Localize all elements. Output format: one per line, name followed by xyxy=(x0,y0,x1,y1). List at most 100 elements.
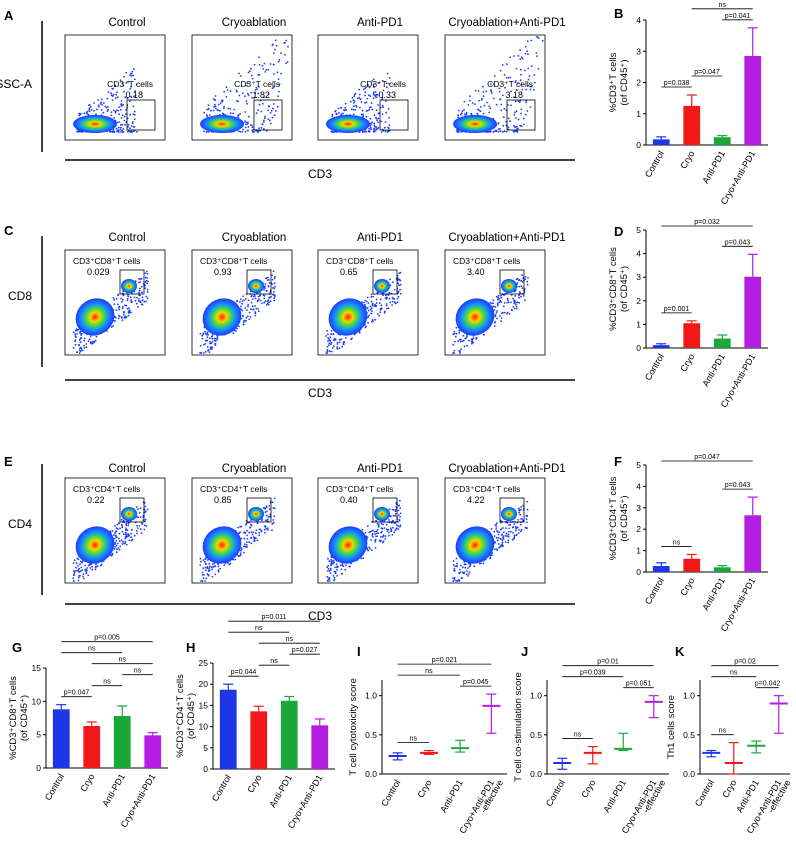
y-axis-label-line2: (of CD45⁺) xyxy=(186,693,197,739)
flow-event-dot xyxy=(377,104,379,106)
y-tick-label: 25 xyxy=(199,658,209,668)
flow-event-dot xyxy=(107,106,109,108)
y-tick-label: 0.5 xyxy=(530,730,542,740)
flow-event-dot xyxy=(271,44,274,47)
flow-event-dot xyxy=(271,116,274,119)
flow-event-dot xyxy=(287,45,289,48)
significance-label: p=0.005 xyxy=(94,635,120,642)
bar xyxy=(713,338,731,348)
gate-label: CD3⁺T cells xyxy=(234,79,280,89)
panel-label: F xyxy=(614,454,622,469)
flow-event-dot xyxy=(112,93,115,96)
flow-event-dot xyxy=(88,107,91,110)
flow-event-dot xyxy=(280,72,282,75)
flow-event-dot xyxy=(369,95,372,98)
density-core xyxy=(200,115,244,133)
y-tick-label: 5 xyxy=(636,225,641,235)
flow-x-axis-label: CD3 xyxy=(308,167,332,181)
chart-D: D 0 1 2 3 4 5 %CD3⁺CD8⁺T cells (of CD45⁺) Control… xyxy=(608,219,768,409)
chart-B: B 0 1 2 3 4 %CD3⁺T cells (of CD45⁺) Control Cryo A… xyxy=(608,2,768,206)
y-axis-label: T cell co-stimulation score xyxy=(513,672,524,782)
gate-value: 0.18 xyxy=(125,90,143,100)
flow-event-dot xyxy=(233,108,236,111)
bar xyxy=(652,566,670,572)
flow-event-dot xyxy=(246,82,249,85)
flow-event-dot xyxy=(223,105,225,108)
flow-event-dot xyxy=(371,80,373,82)
flow-event-dot xyxy=(368,94,370,97)
bar xyxy=(713,567,731,572)
bar xyxy=(713,137,731,145)
flow-y-axis-label: SSC-A xyxy=(0,77,32,91)
flow-event-dot xyxy=(219,102,222,105)
flow-event-dot xyxy=(372,97,375,100)
significance-label: p=0.038 xyxy=(664,80,690,87)
flow-event-dot xyxy=(349,100,352,103)
flow-event-dot xyxy=(122,84,125,87)
flow-event-dot xyxy=(119,126,122,129)
flow-event-dot xyxy=(129,100,131,102)
flow-event-dot xyxy=(258,127,260,130)
category-label: Control xyxy=(693,778,716,808)
bar xyxy=(652,345,670,348)
flow-event-dot xyxy=(260,110,263,113)
flow-event-dot xyxy=(257,109,259,111)
flow-event-dot xyxy=(110,111,113,114)
flow-event-dot xyxy=(272,103,275,105)
flow-event-dot xyxy=(257,85,260,88)
flow-event-dot xyxy=(117,109,120,112)
flow-event-dot xyxy=(127,126,129,128)
bar xyxy=(83,726,101,768)
flow-event-dot xyxy=(232,112,235,115)
flow-event-dot xyxy=(331,115,334,117)
flow-event-dot xyxy=(278,58,281,61)
flow-event-dot xyxy=(382,89,385,92)
flow-event-dot xyxy=(207,104,210,106)
flow-event-dot xyxy=(120,130,122,133)
flow-event-dot xyxy=(77,130,80,132)
y-tick-label: 0.0 xyxy=(365,769,377,779)
flow-event-dot xyxy=(363,88,365,91)
significance-label: ns xyxy=(88,646,96,653)
flow-event-dot xyxy=(356,97,359,100)
flow-event-dot xyxy=(285,39,287,42)
flow-event-dot xyxy=(384,100,387,102)
flow-event-dot xyxy=(129,88,132,90)
flow-event-dot xyxy=(97,104,100,107)
flow-event-dot xyxy=(388,124,391,126)
flow-event-dot xyxy=(263,119,265,122)
flow-event-dot xyxy=(133,118,136,120)
flow-event-dot xyxy=(372,93,375,95)
flow-event-dot xyxy=(209,109,212,112)
flow-event-dot xyxy=(88,108,91,111)
flow-event-dot xyxy=(115,93,118,96)
category-label: Anti-PD1 xyxy=(267,773,294,809)
flow-event-dot xyxy=(272,63,275,66)
flow-event-dot xyxy=(376,119,378,122)
category-label: Control xyxy=(544,778,567,808)
y-tick-label: 0.0 xyxy=(683,769,695,779)
flow-event-dot xyxy=(78,114,81,117)
flow-event-dot xyxy=(261,123,264,126)
flow-event-dot xyxy=(250,67,252,70)
flow-event-dot xyxy=(100,98,103,101)
significance-label: p=0.039 xyxy=(580,670,606,677)
flow-event-dot xyxy=(112,130,114,132)
flow-event-dot xyxy=(124,96,127,99)
flow-event-dot xyxy=(380,131,383,133)
bar xyxy=(113,716,131,768)
flow-event-dot xyxy=(213,103,216,106)
category-label: Cryo xyxy=(78,772,96,793)
bar xyxy=(250,711,268,769)
flow-event-dot xyxy=(359,106,361,109)
flow-event-dot xyxy=(114,112,117,114)
flow-event-dot xyxy=(205,114,208,117)
significance-label: ns xyxy=(410,736,418,743)
density-core xyxy=(73,115,117,133)
flow-event-dot xyxy=(273,52,275,54)
flow-event-dot xyxy=(370,126,372,129)
significance-label: p=0.001 xyxy=(664,306,690,313)
flow-event-dot xyxy=(121,123,124,126)
flow-event-dot xyxy=(119,108,122,111)
